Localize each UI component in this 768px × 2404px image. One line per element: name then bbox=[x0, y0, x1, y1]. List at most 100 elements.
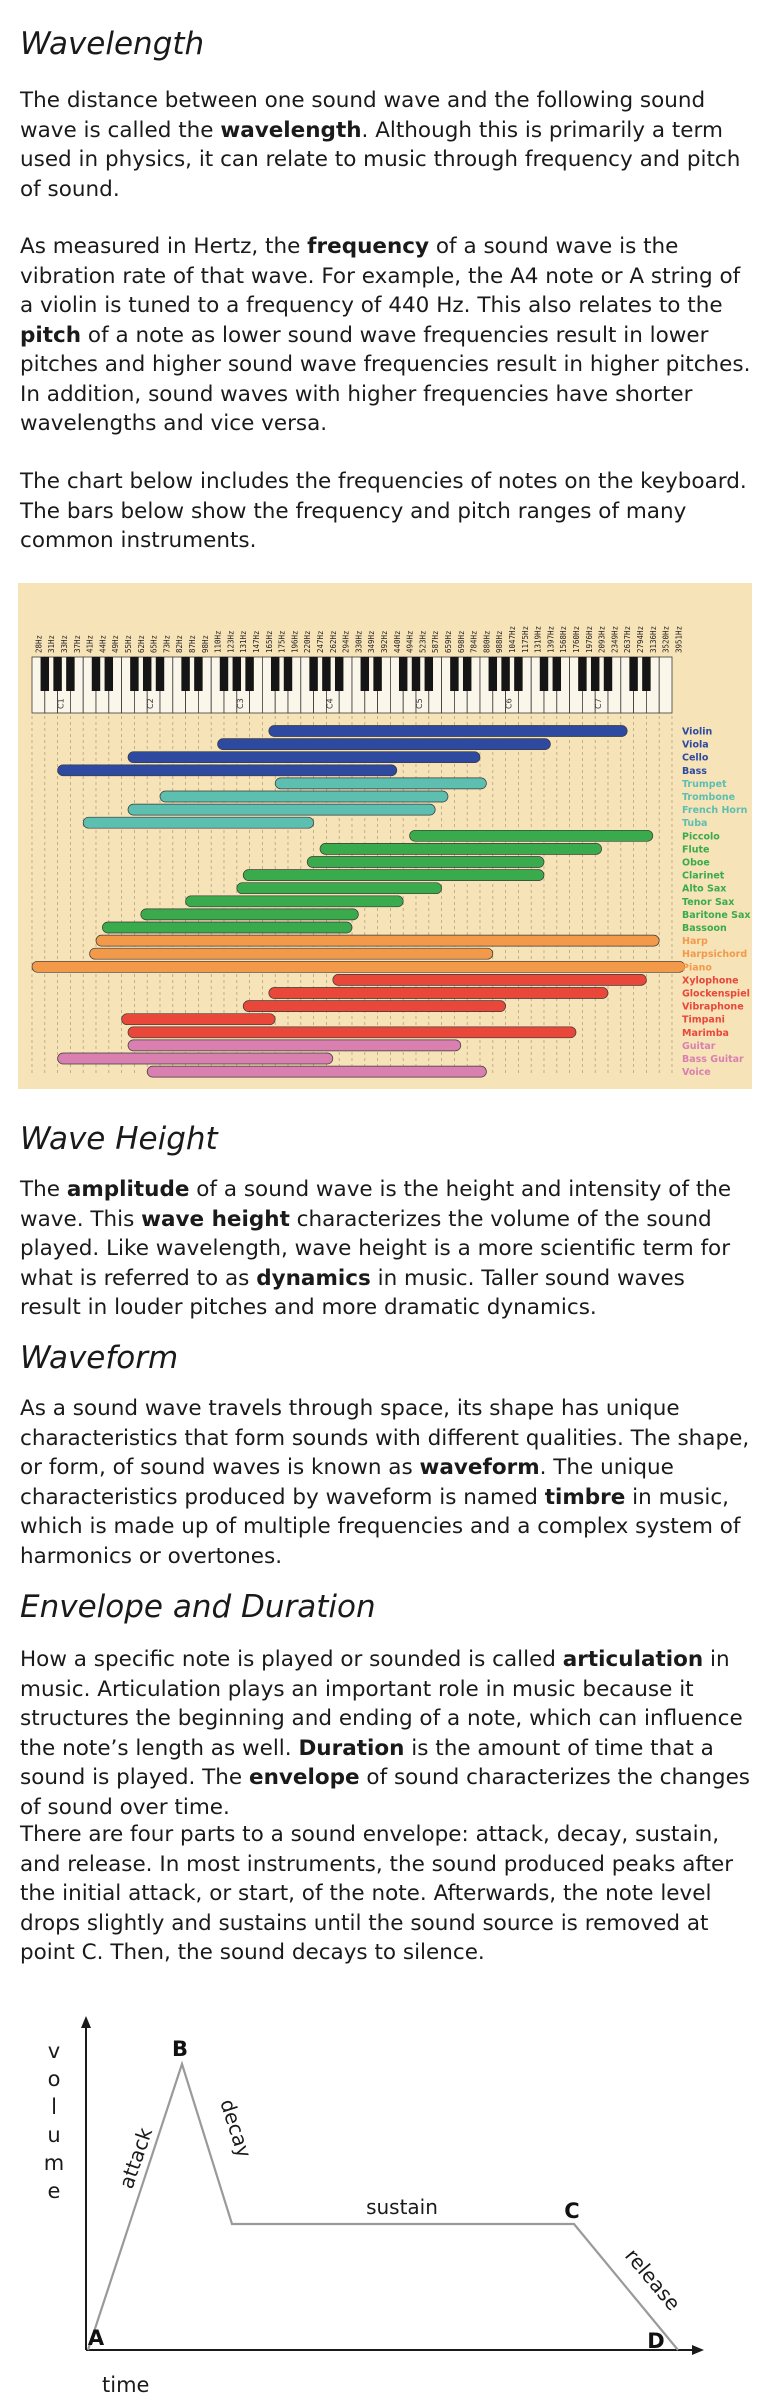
black-key bbox=[462, 657, 472, 691]
instrument-label: Xylophone bbox=[682, 975, 739, 986]
instrument-label: Piccolo bbox=[682, 831, 720, 842]
instrument-label: Marimba bbox=[682, 1028, 729, 1039]
freq-label: 3136Hz bbox=[649, 626, 658, 653]
octave-label: C4 bbox=[325, 698, 334, 709]
y-axis-label-letter: m bbox=[44, 2151, 64, 2175]
y-axis-label-letter: e bbox=[48, 2179, 61, 2203]
black-key bbox=[501, 657, 510, 691]
freq-label: 262Hz bbox=[329, 630, 338, 653]
instrument-label: Harp bbox=[682, 936, 708, 947]
black-key bbox=[398, 657, 408, 691]
instrument-range-bar bbox=[57, 764, 398, 777]
instrument-label: Bass bbox=[682, 766, 707, 777]
phase-label-release: release bbox=[620, 2244, 685, 2315]
octave-label: C3 bbox=[236, 698, 245, 709]
black-key bbox=[322, 657, 331, 691]
black-key bbox=[629, 657, 638, 691]
freq-label: 131Hz bbox=[239, 630, 248, 653]
term-pitch: pitch bbox=[20, 322, 82, 348]
phase-label-sustain: sustain bbox=[366, 2195, 438, 2219]
black-key bbox=[309, 657, 318, 691]
term-duration: Duration bbox=[298, 1735, 405, 1761]
instrument-label: Trombone bbox=[682, 792, 735, 803]
instrument-range-bar bbox=[242, 869, 545, 881]
instrument-label: Glockenspiel bbox=[682, 989, 750, 1000]
black-key bbox=[514, 657, 523, 691]
black-key bbox=[642, 657, 651, 691]
freq-label: 988Hz bbox=[495, 630, 504, 653]
freq-label: 41Hz bbox=[86, 635, 95, 653]
instrument-range-bar bbox=[140, 908, 359, 921]
freq-label: 1397Hz bbox=[546, 626, 555, 653]
term-wavelength: wavelength bbox=[220, 117, 362, 143]
instrument-label: Bassoon bbox=[682, 923, 727, 934]
instrument-label: Trumpet bbox=[682, 779, 727, 790]
black-key bbox=[424, 657, 434, 691]
y-axis-label-letter: l bbox=[51, 2095, 57, 2119]
instrument-range-chart-svg: 28Hz 31Hz 33Hz 37Hz 41Hz 44Hz 49Hz 55Hz 62Hz 65Hz… bbox=[31, 626, 751, 1078]
instrument-label: Baritone Sax bbox=[682, 910, 751, 921]
instrument-range-bar bbox=[31, 960, 686, 973]
instrument-range-bar bbox=[274, 777, 487, 790]
black-key bbox=[130, 657, 139, 691]
black-key bbox=[411, 657, 421, 691]
instrument-label: Flute bbox=[682, 844, 710, 855]
black-key bbox=[91, 657, 101, 691]
black-key bbox=[270, 657, 280, 691]
term-waveform: waveform bbox=[419, 1455, 540, 1480]
y-axis-arrow-icon bbox=[81, 2016, 91, 2028]
black-key bbox=[40, 657, 50, 691]
term-wave-height: wave height bbox=[141, 1206, 290, 1232]
instrument-range-bar bbox=[332, 974, 647, 986]
black-key bbox=[360, 657, 370, 691]
freq-label: 3951Hz bbox=[674, 626, 683, 653]
freq-label: 31Hz bbox=[47, 635, 56, 653]
wavelength-paragraph-1: The distance between one sound wave and … bbox=[20, 88, 741, 202]
instrument-label: Oboe bbox=[682, 858, 710, 869]
y-axis-label-letter: o bbox=[48, 2067, 61, 2091]
instrument-range-bar bbox=[236, 882, 442, 895]
envelope-paragraph-2: There are four parts to a sound envelope… bbox=[20, 1822, 734, 1965]
y-axis-label-letter: v bbox=[48, 2039, 60, 2063]
term-amplitude: amplitude bbox=[66, 1177, 190, 1202]
black-key bbox=[283, 657, 293, 691]
instrument-range-bar bbox=[121, 1013, 276, 1026]
freq-label: 62Hz bbox=[137, 635, 146, 653]
instrument-label: Harpsichord bbox=[682, 949, 747, 960]
octave-label: C2 bbox=[146, 698, 155, 709]
wavelength-paragraph-2: As measured in Hertz, the frequency of a… bbox=[20, 234, 751, 436]
wave-height-paragraph: The amplitude of a sound wave is the hei… bbox=[20, 1177, 732, 1320]
freq-label: 523Hz bbox=[418, 630, 427, 653]
instrument-range-bar bbox=[127, 1039, 462, 1052]
black-key bbox=[104, 657, 114, 691]
freq-label: 123Hz bbox=[226, 630, 235, 653]
black-key bbox=[53, 657, 62, 691]
envelope-heading: Envelope and Duration bbox=[20, 1589, 376, 1625]
freq-label: 587Hz bbox=[431, 630, 440, 653]
black-key bbox=[181, 657, 190, 691]
instrument-range-bar bbox=[268, 987, 609, 999]
term-timbre: timbre bbox=[544, 1484, 626, 1510]
freq-label: 392Hz bbox=[380, 630, 389, 653]
black-key bbox=[539, 657, 549, 691]
freq-label: 49Hz bbox=[111, 635, 120, 653]
freq-label: 55Hz bbox=[124, 635, 133, 653]
freq-label: 294Hz bbox=[342, 630, 351, 653]
instrument-label: Bass Guitar bbox=[682, 1054, 744, 1065]
instrument-label: Violin bbox=[682, 727, 712, 738]
instrument-range-bar bbox=[146, 1065, 487, 1078]
freq-label: 220Hz bbox=[303, 630, 312, 653]
freq-label: 196Hz bbox=[290, 630, 299, 653]
black-key bbox=[245, 657, 254, 691]
black-key bbox=[155, 657, 165, 691]
freq-label: 2093Hz bbox=[598, 626, 607, 653]
wavelength-heading: Wavelength bbox=[20, 26, 205, 62]
black-key bbox=[232, 657, 242, 691]
instrument-label: Alto Sax bbox=[682, 884, 726, 895]
freq-label: 494Hz bbox=[406, 630, 415, 653]
instrument-range-bar bbox=[185, 895, 404, 908]
envelope-paragraph-1: How a specific note is played or sounded… bbox=[20, 1647, 750, 1820]
octave-label: C1 bbox=[57, 698, 66, 709]
